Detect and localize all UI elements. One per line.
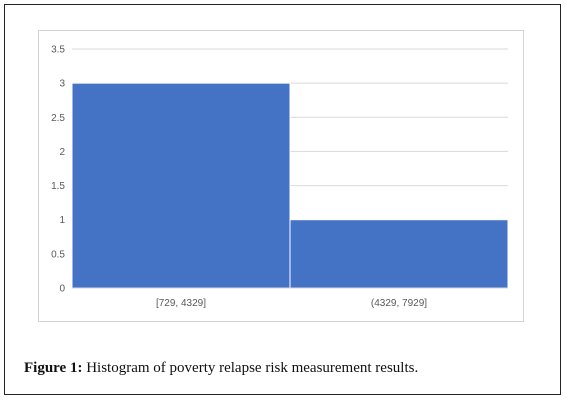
figure-caption: Figure 1: Histogram of poverty relapse r… [24,360,418,377]
y-tick-label: 2.5 [51,113,65,124]
y-tick-label: 2 [59,147,65,158]
caption-label: Figure 1: [24,360,83,376]
bar-0 [71,82,291,289]
y-tick-label: 3 [59,79,65,90]
caption-text: Histogram of poverty relapse risk measur… [86,360,419,376]
y-tick-label: 3.5 [51,45,65,56]
y-tick-labels: 0 0.5 1 1.5 2 2.5 3 3.5 [51,45,65,295]
x-tick-label: (4329, 7929] [371,298,427,309]
bar-1 [289,219,509,289]
bars [71,82,509,289]
y-tick-label: 0.5 [51,249,65,260]
x-tick-labels: [729, 4329] (4329, 7929] [156,298,427,309]
y-tick-label: 0 [59,284,65,295]
y-tick-label: 1 [59,215,65,226]
y-tick-label: 1.5 [51,181,65,192]
x-tick-label: [729, 4329] [156,298,206,309]
figure-frame [4,4,561,395]
